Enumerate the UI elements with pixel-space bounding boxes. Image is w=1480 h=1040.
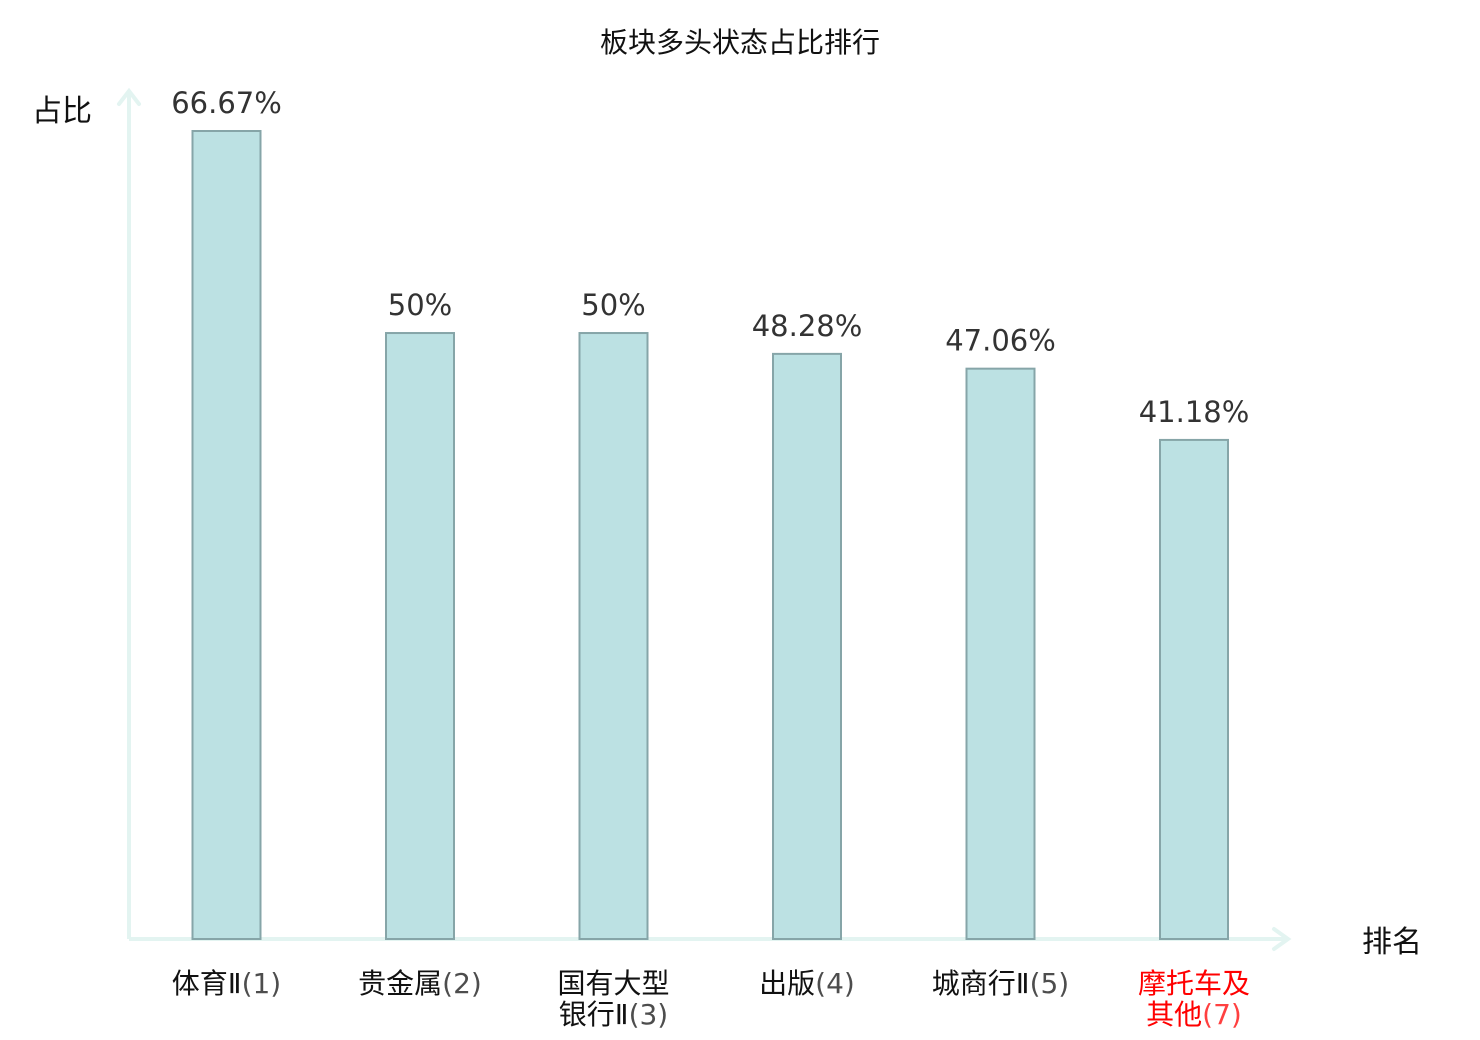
bar-3 [578, 332, 649, 941]
y-axis-label: 占比 [32, 94, 92, 129]
bar-4 [772, 352, 842, 940]
value-labels: 66.67% 50% 50% 48.28% 47.06% 41.18% [171, 86, 1249, 429]
value-label-5: 47.06% [945, 324, 1056, 358]
x-axis-label: 排名 [1362, 925, 1422, 960]
bar-6 [1159, 438, 1229, 940]
axes [117, 87, 1292, 951]
category-label-3-line-1: 国有大型 [557, 967, 669, 1000]
x-axis-arrow [1272, 927, 1292, 951]
category-label-6-line-1: 摩托车及 [1138, 967, 1250, 1000]
value-label-6: 41.18% [1139, 395, 1250, 429]
bar-1 [191, 130, 262, 940]
category-label-2: 贵金属(2) [358, 967, 482, 1000]
category-label-6-line-2: 其他(7) [1146, 998, 1242, 1031]
chart-title: 板块多头状态占比排行 [600, 26, 880, 59]
value-label-2: 50% [388, 288, 452, 322]
bar-2 [385, 332, 455, 941]
category-label-4: 出版(4) [759, 967, 855, 1000]
category-label-5: 城商行Ⅱ(5) [932, 967, 1069, 1000]
value-label-1: 66.67% [171, 86, 282, 120]
value-label-3: 50% [581, 288, 645, 322]
y-axis-arrow [117, 87, 141, 106]
bar-5 [965, 367, 1036, 940]
category-label-1: 体育Ⅱ(1) [172, 967, 281, 1000]
bars [191, 130, 1229, 941]
value-label-4: 48.28% [752, 309, 863, 343]
category-label-3-line-2: 银行Ⅱ(3) [559, 998, 668, 1031]
